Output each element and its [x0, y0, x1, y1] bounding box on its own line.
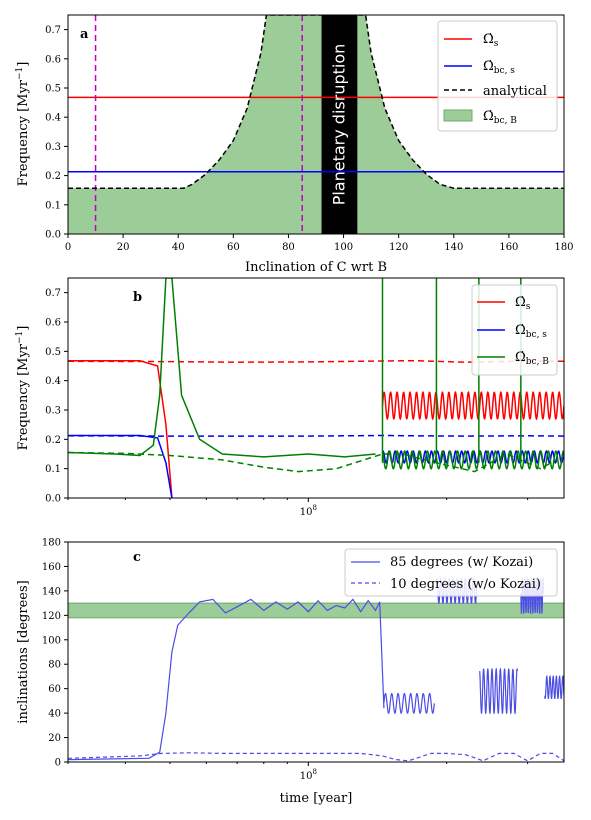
- panel-b-legend: Ω̇s Ω̇bc, s Ω̇bc, B: [471, 284, 558, 376]
- y-tick-label: 0.0: [45, 230, 61, 241]
- x-tick-label: 0: [65, 242, 71, 253]
- x-tick-label: 140: [444, 242, 463, 253]
- series-kozai: [68, 598, 385, 761]
- y-tick-label: 0.2: [45, 435, 61, 446]
- disruption-label: Planetary disruption: [329, 44, 348, 206]
- y-tick-label: 0.6: [45, 318, 61, 329]
- y-tick-label: 160: [42, 562, 61, 573]
- panel-c-legend: 85 degrees (w/ Kozai) 10 degrees (w/o Ko…: [344, 548, 558, 597]
- x-tick-label: 108: [300, 768, 317, 782]
- x-tick-label: 60: [227, 242, 240, 253]
- y-tick-label: 100: [42, 635, 61, 646]
- panel-a-plot-area: Planetary disruption: [68, 15, 564, 234]
- y-tick-label: 0.1: [45, 464, 61, 475]
- legend-box: [437, 20, 558, 132]
- series-1-solid: [68, 434, 173, 498]
- y-tick-label: 0.3: [45, 142, 61, 153]
- y-tick-label: 60: [48, 684, 61, 695]
- series-kozai-oscillation: [383, 693, 435, 714]
- x-tick-label: 100: [334, 242, 353, 253]
- stable-band: [68, 602, 564, 619]
- x-tick-label: 108: [300, 504, 317, 518]
- panel-c-ylabel: inclinations [degrees]: [16, 580, 31, 723]
- panel-a: Planetary disruption 0 20 40 60 80 100 120 140 1…: [15, 14, 574, 275]
- panel-a-legend: Ω̇s Ω̇bc, s analytical Ω̇bc, B: [437, 20, 558, 132]
- y-tick-label: 0.7: [45, 288, 61, 299]
- series-kozai-oscillation: [479, 667, 518, 715]
- x-tick-label: 40: [172, 242, 185, 253]
- panel-a-ticks: 0 20 40 60 80 100 120 140 160 180 0.0 0.1 0.2 0.3 0.4 0…: [45, 25, 573, 253]
- y-tick-label: 20: [48, 733, 61, 744]
- panel-a-frame: [67, 14, 565, 235]
- series-0-oscillation: [381, 390, 564, 421]
- panel-c-xlabel: time [year]: [280, 791, 353, 806]
- panel-c-label: c: [133, 550, 141, 565]
- series-kozai-oscillation: [544, 674, 564, 699]
- panel-c-frame: [67, 541, 565, 763]
- y-tick-label: 140: [42, 586, 61, 597]
- series-no-kozai: [68, 752, 564, 762]
- panel-b-frame: [67, 277, 565, 499]
- panel-b-ylabel: Frequency [Myr−1]: [15, 326, 31, 451]
- legend-box: [471, 284, 558, 376]
- legend-swatch-omega-bcB: [443, 109, 473, 122]
- y-tick-label: 0.2: [45, 171, 61, 182]
- y-tick-label: 0.6: [45, 54, 61, 65]
- panel-c: 108 0 20 40 60 80 100 120 140 160 180 c time [year…: [16, 538, 565, 806]
- y-tick-label: 0.0: [45, 494, 61, 505]
- y-tick-label: 0: [55, 758, 61, 769]
- x-tick-label: 120: [389, 242, 408, 253]
- y-tick-label: 180: [42, 538, 61, 549]
- legend-box: [344, 548, 558, 597]
- legend-label-no-kozai: 10 degrees (w/o Kozai): [390, 577, 541, 592]
- y-tick-label: 120: [42, 611, 61, 622]
- panel-c-plot-area: [68, 577, 564, 762]
- panel-c-ticks: 108 0 20 40 60 80 100 120 140 160 180: [42, 538, 529, 782]
- y-tick-label: 0.5: [45, 347, 61, 358]
- panel-a-xlabel: Inclination of C wrt B: [245, 260, 387, 275]
- series-2-solid: [68, 278, 376, 458]
- y-tick-label: 0.4: [45, 376, 61, 387]
- series-2-oscillation: [381, 450, 564, 470]
- y-tick-label: 40: [48, 709, 61, 720]
- y-tick-label: 0.4: [45, 113, 61, 124]
- y-tick-label: 0.7: [45, 25, 61, 36]
- legend-label-kozai: 85 degrees (w/ Kozai): [390, 555, 533, 570]
- panel-b-ticks: 108 0.0 0.1 0.2 0.3 0.4 0.5 0.6 0.7: [45, 288, 529, 518]
- x-tick-label: 180: [554, 242, 573, 253]
- y-tick-label: 80: [48, 660, 61, 671]
- x-tick-label: 20: [117, 242, 130, 253]
- y-tick-label: 0.5: [45, 84, 61, 95]
- x-tick-label: 160: [499, 242, 518, 253]
- panel-b: 108 0.0 0.1 0.2 0.3 0.4 0.5 0.6 0.7 b Frequency …: [15, 277, 565, 518]
- panel-a-label: a: [80, 27, 89, 42]
- x-tick-label: 80: [282, 242, 295, 253]
- y-tick-label: 0.1: [45, 200, 61, 211]
- legend-label-analytical: analytical: [483, 84, 547, 99]
- y-tick-label: 0.3: [45, 406, 61, 417]
- disruption-band: [321, 15, 358, 234]
- series-0-solid: [68, 359, 173, 498]
- panel-b-label: b: [133, 290, 142, 305]
- panel-a-ylabel: Frequency [Myr−1]: [15, 62, 31, 187]
- omega-bcB-area: [68, 15, 564, 234]
